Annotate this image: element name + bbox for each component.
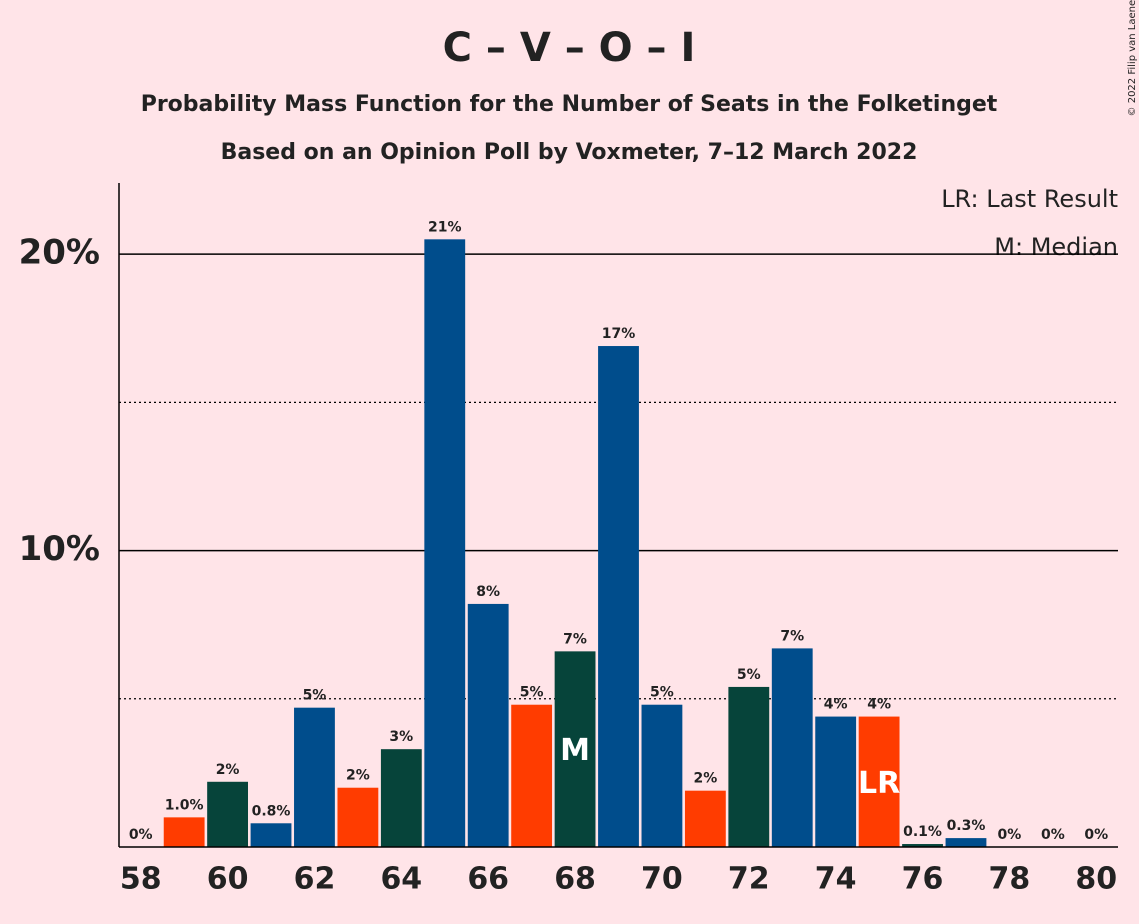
value-label: 2% — [346, 768, 370, 784]
bar — [945, 838, 987, 847]
x-tick-label: 70 — [641, 862, 683, 897]
legend-entry: LR: Last Result — [941, 185, 1118, 213]
x-tick-label: 76 — [902, 862, 944, 897]
value-label: 0.8% — [252, 803, 291, 819]
bar — [294, 707, 335, 847]
value-label: 2% — [216, 762, 240, 778]
bar — [250, 823, 292, 847]
chart-subtitle: Based on an Opinion Poll by Voxmeter, 7–… — [221, 140, 918, 165]
value-label: 0.3% — [947, 818, 986, 834]
bar — [684, 790, 726, 847]
bar — [467, 603, 509, 847]
value-label: 1.0% — [165, 797, 204, 813]
bar — [163, 817, 205, 847]
value-label: 5% — [650, 685, 674, 701]
bar — [337, 787, 379, 847]
value-label: 8% — [476, 584, 500, 600]
last_result-marker: LR — [858, 766, 900, 801]
bar — [554, 651, 596, 847]
x-tick-label: 66 — [467, 862, 509, 897]
median-marker: M — [560, 733, 590, 768]
bar — [641, 704, 683, 847]
x-tick-label: 62 — [294, 862, 336, 897]
bar — [598, 346, 639, 847]
value-label: 0% — [998, 827, 1022, 843]
x-tick-label: 68 — [554, 862, 596, 897]
chart-subtitle: Probability Mass Function for the Number… — [141, 92, 998, 117]
y-tick-label: 20% — [19, 233, 100, 273]
chart-title: C – V – O – I — [443, 25, 696, 71]
bar — [771, 648, 813, 847]
x-tick-label: 80 — [1075, 862, 1117, 897]
value-label: 4% — [824, 697, 848, 713]
value-label: 5% — [520, 685, 544, 701]
value-label: 0% — [129, 827, 153, 843]
x-tick-label: 60 — [207, 862, 249, 897]
value-label: 2% — [693, 771, 717, 787]
x-tick-label: 58 — [120, 862, 162, 897]
x-tick-label: 78 — [989, 862, 1031, 897]
bar — [207, 781, 249, 847]
x-tick-label: 72 — [728, 862, 770, 897]
legend-entry: M: Median — [994, 233, 1118, 261]
bar — [424, 239, 466, 848]
bar — [815, 716, 857, 847]
value-label: 0% — [1084, 827, 1108, 843]
bar — [511, 704, 553, 847]
y-tick-label: 10% — [19, 529, 100, 569]
value-label: 7% — [563, 631, 587, 647]
x-tick-label: 64 — [380, 862, 422, 897]
value-label: 17% — [602, 326, 636, 342]
value-label: 7% — [780, 628, 804, 644]
copyright: © 2022 Filip van Laenen — [1127, 0, 1138, 116]
bar — [902, 844, 943, 847]
value-label: 0.1% — [903, 824, 942, 840]
value-label: 5% — [737, 667, 761, 683]
value-label: 5% — [303, 688, 327, 704]
value-label: 21% — [428, 219, 462, 235]
bar — [858, 716, 900, 847]
value-label: 4% — [867, 697, 891, 713]
value-label: 0% — [1041, 827, 1065, 843]
bar — [380, 749, 422, 847]
bar — [728, 686, 770, 847]
value-label: 3% — [389, 729, 413, 745]
x-tick-label: 74 — [815, 862, 857, 897]
